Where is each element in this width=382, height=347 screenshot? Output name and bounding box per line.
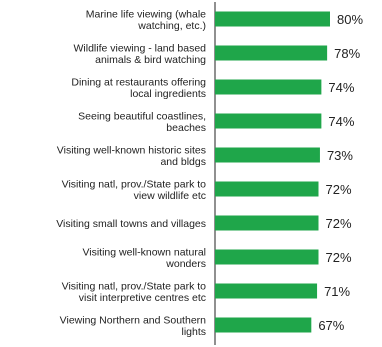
value-label-6: 72% — [326, 216, 352, 231]
value-label-7: 72% — [326, 250, 352, 265]
bar-6 — [215, 215, 319, 231]
bar-1 — [215, 45, 328, 61]
value-label-0: 80% — [337, 12, 363, 27]
value-label-8: 71% — [324, 284, 350, 299]
category-label-0-line-1: watching, etc.) — [137, 20, 206, 32]
bar-9 — [215, 317, 312, 333]
category-label-1-line-1: animals & bird watching — [95, 54, 206, 66]
value-label-3: 74% — [328, 114, 354, 129]
category-label-4-line-1: and bldgs — [160, 156, 206, 168]
category-label-1-line-0: Wildlife viewing - land based — [74, 42, 207, 54]
bar-0 — [215, 11, 330, 27]
bar-4 — [215, 147, 320, 163]
bar-2 — [215, 79, 322, 95]
category-label-7-line-0: Visiting well-known natural — [82, 246, 206, 258]
category-label-6-line-0: Visiting small towns and villages — [56, 218, 206, 230]
value-label-5: 72% — [326, 182, 352, 197]
category-label-3-line-0: Seeing beautiful coastlines, — [78, 110, 206, 122]
category-label-3-line-1: beaches — [166, 122, 206, 134]
category-label-2-line-1: local ingredients — [130, 88, 206, 100]
category-label-9-line-0: Viewing Northern and Southern — [60, 314, 206, 326]
value-label-9: 67% — [318, 318, 344, 333]
bar-5 — [215, 181, 319, 197]
category-label-0-line-0: Marine life viewing (whale — [86, 8, 206, 20]
bar-7 — [215, 249, 319, 265]
bar-3 — [215, 113, 322, 129]
value-label-4: 73% — [327, 148, 353, 163]
category-label-5-line-1: view wildlife etc — [134, 190, 206, 202]
category-label-8-line-0: Visiting natl, prov./State park to — [62, 280, 207, 292]
value-label-2: 74% — [328, 80, 354, 95]
value-label-1: 78% — [334, 46, 360, 61]
category-label-8-line-1: visit interpretive centres etc — [79, 292, 206, 304]
category-label-4-line-0: Visiting well-known historic sites — [57, 144, 206, 156]
category-label-5-line-0: Visiting natl, prov./State park to — [62, 178, 207, 190]
bar-8 — [215, 283, 318, 299]
category-label-9-line-1: lights — [181, 326, 206, 338]
category-label-7-line-1: wonders — [165, 258, 206, 270]
category-label-2-line-0: Dining at restaurants offering — [71, 76, 206, 88]
